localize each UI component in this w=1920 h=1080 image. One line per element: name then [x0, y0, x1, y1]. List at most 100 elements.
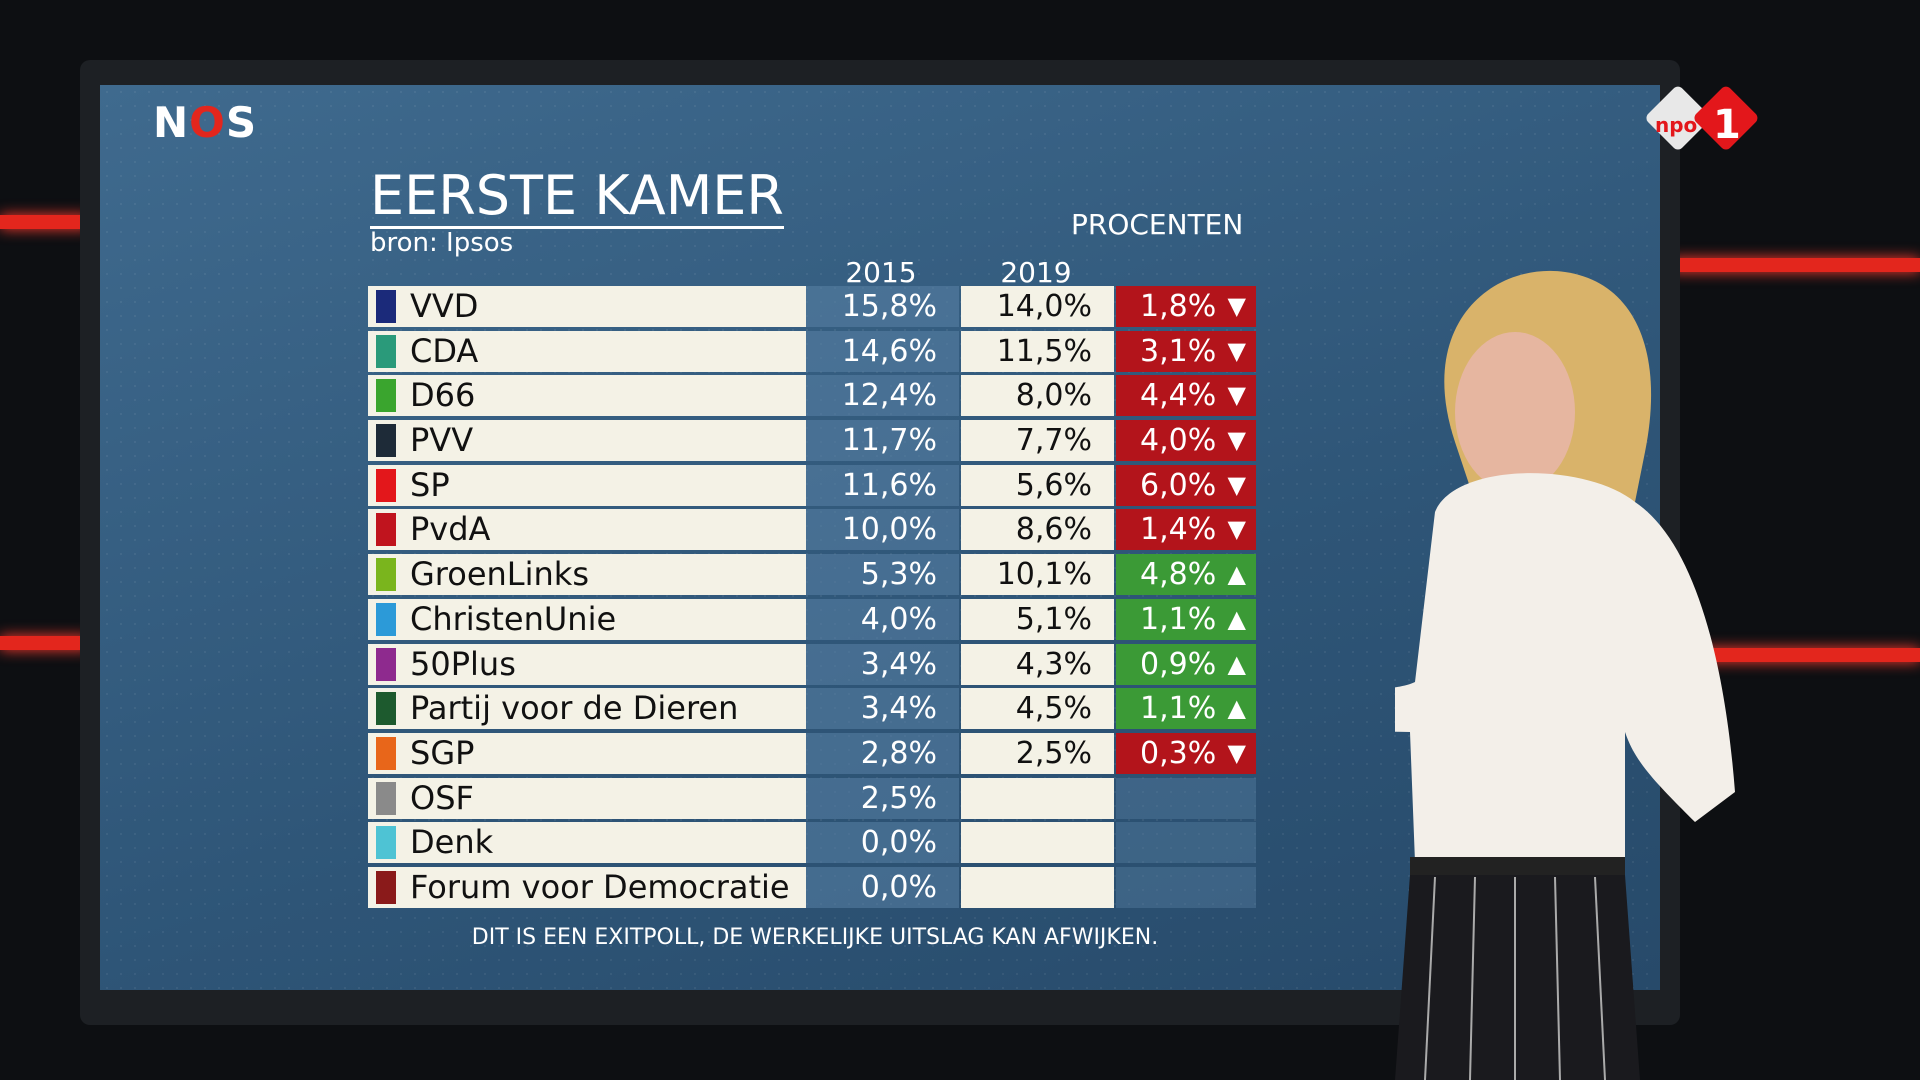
value-2015: 3,4%	[806, 643, 959, 685]
change-cell: 4,0% ▼	[1116, 420, 1256, 462]
value-2019: 4,3%	[961, 643, 1114, 685]
change-cell	[1116, 777, 1256, 819]
change-value: 1,8%	[1140, 289, 1217, 324]
value-2015: 5,3%	[806, 554, 959, 596]
party-color-swatch	[376, 513, 396, 547]
change-cell: 1,1% ▲	[1116, 688, 1256, 730]
party-color-swatch	[376, 379, 396, 413]
triangle-down-icon: ▼	[1227, 336, 1246, 365]
value-2019: 5,6%	[961, 464, 1114, 506]
triangle-up-icon: ▲	[1227, 560, 1246, 589]
value-2019: 2,5%	[961, 732, 1114, 774]
table-row: PvdA 10,0% 8,6% 1,4% ▼	[368, 507, 1258, 552]
value-2019: 10,1%	[961, 554, 1114, 596]
party-color-swatch	[376, 558, 396, 592]
table-row: VVD 15,8% 14,0% 1,8% ▼	[368, 284, 1258, 329]
table-row: Denk 0,0%	[368, 820, 1258, 865]
studio-light	[1670, 258, 1920, 272]
change-value: 3,1%	[1140, 333, 1217, 369]
party-name-cell: Partij voor de Dieren	[368, 688, 806, 730]
change-cell: 0,9% ▲	[1116, 643, 1256, 685]
party-name-cell: OSF	[368, 777, 806, 819]
party-name: GroenLinks	[410, 555, 589, 594]
source-label: bron: Ipsos	[370, 228, 514, 258]
party-name: Denk	[410, 823, 494, 862]
value-2019: 7,7%	[961, 420, 1114, 462]
party-name-cell: Denk	[368, 822, 806, 864]
value-2019	[961, 822, 1114, 864]
party-color-swatch	[376, 468, 396, 502]
party-color-swatch	[376, 736, 396, 770]
change-cell	[1116, 866, 1256, 908]
change-value: 4,4%	[1140, 378, 1217, 414]
party-color-swatch	[376, 692, 396, 726]
value-2015: 2,5%	[806, 777, 959, 819]
change-value: 0,3%	[1140, 735, 1217, 771]
party-name-cell: PvdA	[368, 509, 806, 551]
value-2019: 8,6%	[961, 509, 1114, 551]
party-color-swatch	[376, 826, 396, 860]
table-row: Partij voor de Dieren 3,4% 4,5% 1,1% ▲	[368, 686, 1258, 731]
value-2015: 10,0%	[806, 509, 959, 551]
npo1-logo-text: npo 1	[1655, 102, 1741, 148]
value-2015: 14,6%	[806, 330, 959, 372]
nos-logo: NOS	[153, 98, 258, 147]
triangle-down-icon: ▼	[1227, 470, 1246, 499]
change-cell: 3,1% ▼	[1116, 330, 1256, 372]
change-cell: 4,8% ▲	[1116, 554, 1256, 596]
studio-light	[0, 636, 90, 650]
table-row: CDA 14,6% 11,5% 3,1% ▼	[368, 329, 1258, 374]
value-2015: 0,0%	[806, 822, 959, 864]
party-name-cell: ChristenUnie	[368, 598, 806, 640]
triangle-up-icon: ▲	[1227, 649, 1246, 678]
value-2019: 14,0%	[961, 286, 1114, 327]
change-cell	[1116, 822, 1256, 864]
table-row: SP 11,6% 5,6% 6,0% ▼	[368, 463, 1258, 508]
change-cell: 4,4% ▼	[1116, 375, 1256, 417]
party-name: ChristenUnie	[410, 599, 617, 638]
results-table: VVD 15,8% 14,0% 1,8% ▼ CDA 14,6% 11,5% 3,1% ▼…	[368, 284, 1258, 910]
party-color-swatch	[376, 334, 396, 368]
page-title: EERSTE KAMER	[370, 164, 784, 229]
change-cell: 0,3% ▼	[1116, 732, 1256, 774]
party-name-cell: Forum voor Democratie	[368, 866, 806, 908]
change-value: 4,8%	[1140, 557, 1217, 593]
change-cell: 6,0% ▼	[1116, 464, 1256, 506]
party-color-swatch	[376, 870, 396, 904]
table-row: 50Plus 3,4% 4,3% 0,9% ▲	[368, 642, 1258, 687]
party-name-cell: 50Plus	[368, 643, 806, 685]
triangle-down-icon: ▼	[1227, 426, 1246, 455]
table-row: PVV 11,7% 7,7% 4,0% ▼	[368, 418, 1258, 463]
value-2015: 3,4%	[806, 688, 959, 730]
party-color-swatch	[376, 424, 396, 458]
party-name-cell: SP	[368, 464, 806, 506]
npo1-logo: npo 1	[1646, 86, 1758, 150]
party-color-swatch	[376, 290, 396, 323]
value-2015: 12,4%	[806, 375, 959, 417]
value-2019: 5,1%	[961, 598, 1114, 640]
party-name: CDA	[410, 331, 479, 370]
value-2015: 11,7%	[806, 420, 959, 462]
party-name: PvdA	[410, 510, 491, 549]
value-2015: 0,0%	[806, 866, 959, 908]
value-2015: 11,6%	[806, 464, 959, 506]
table-row: GroenLinks 5,3% 10,1% 4,8% ▲	[368, 552, 1258, 597]
party-name-cell: D66	[368, 375, 806, 417]
change-value: 0,9%	[1140, 646, 1217, 682]
party-name: PVV	[410, 421, 474, 460]
party-name: OSF	[410, 778, 474, 817]
value-2019	[961, 866, 1114, 908]
triangle-down-icon: ▼	[1227, 515, 1246, 544]
studio-light	[1700, 648, 1920, 662]
change-value: 1,4%	[1140, 512, 1217, 548]
table-row: SGP 2,8% 2,5% 0,3% ▼	[368, 731, 1258, 776]
party-name: 50Plus	[410, 644, 516, 683]
column-header-2015: 2015	[845, 256, 917, 289]
party-name: SGP	[410, 733, 475, 772]
table-row: OSF 2,5%	[368, 776, 1258, 821]
party-name: D66	[410, 376, 476, 415]
party-color-swatch	[376, 647, 396, 681]
change-value: 6,0%	[1140, 467, 1217, 503]
party-name: Forum voor Democratie	[410, 867, 790, 906]
change-value: 1,1%	[1140, 691, 1217, 727]
